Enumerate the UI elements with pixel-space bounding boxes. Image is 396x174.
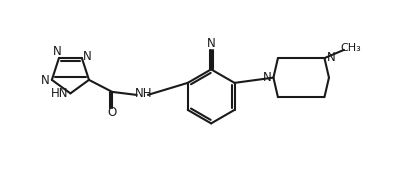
Text: N: N (41, 74, 50, 87)
Text: CH₃: CH₃ (340, 43, 361, 53)
Text: NH: NH (135, 87, 152, 100)
Text: N: N (263, 71, 271, 84)
Text: N: N (83, 50, 91, 63)
Text: N: N (53, 45, 62, 58)
Text: O: O (108, 106, 117, 119)
Text: HN: HN (51, 86, 69, 100)
Text: N: N (326, 51, 335, 64)
Text: N: N (207, 37, 215, 50)
